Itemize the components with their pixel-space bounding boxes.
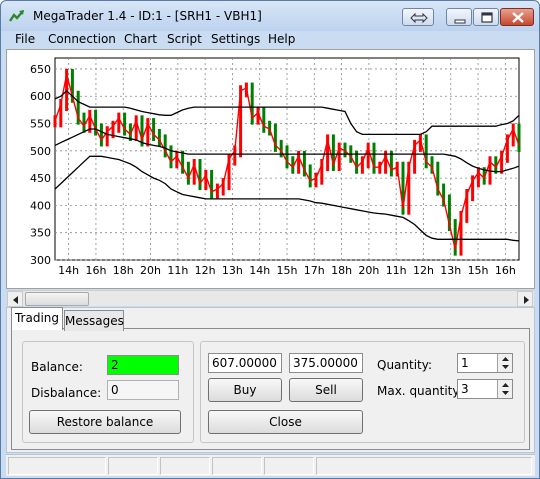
- restore-balance-button[interactable]: Restore balance: [29, 410, 181, 434]
- minimize-icon: [454, 19, 466, 24]
- menu-settings[interactable]: Settings: [211, 32, 261, 46]
- quantity-spin-arrows[interactable]: [497, 354, 512, 372]
- status-cell-3: [160, 457, 210, 475]
- buy-button[interactable]: Buy: [208, 378, 282, 402]
- x-tick-label: 20h: [358, 264, 379, 277]
- double-arrow-icon: [410, 12, 428, 24]
- y-tick-label: 400: [30, 199, 51, 212]
- x-tick-label: 18h: [113, 264, 134, 277]
- status-cell-2: [108, 457, 158, 475]
- y-tick-label: 450: [30, 172, 51, 185]
- arrow-left-icon: [13, 296, 18, 304]
- x-tick-label: 11h: [167, 264, 188, 277]
- y-tick-label: 600: [30, 90, 51, 103]
- quantity-value: 1: [461, 356, 469, 370]
- menu-help[interactable]: Help: [268, 32, 296, 46]
- price-chart[interactable]: 300 350 400 450 500 550 600 650 14h 16h 18h 20h 11h 1…: [6, 49, 535, 289]
- x-tick-label: 20h: [140, 264, 161, 277]
- quantity-stepper[interactable]: 1: [457, 353, 513, 373]
- minimize-button[interactable]: [446, 8, 472, 26]
- menu-file[interactable]: File: [15, 32, 36, 46]
- spin-arrows-icon: [502, 383, 509, 395]
- scroll-right-button[interactable]: [517, 291, 533, 307]
- x-tick-label: 16h: [85, 264, 106, 277]
- menu-connection[interactable]: Connection: [48, 32, 116, 46]
- tab-trading[interactable]: Trading: [11, 307, 63, 330]
- x-tick-label: 12h: [195, 264, 216, 277]
- restore-layout-button[interactable]: [402, 8, 434, 26]
- disbalance-field: 0: [107, 380, 179, 400]
- status-bar: [6, 454, 535, 476]
- max-quantity-value: 3: [461, 382, 469, 396]
- y-tick-label: 350: [30, 227, 51, 240]
- x-tick-label: 16h: [495, 264, 516, 277]
- buy-price-input[interactable]: 607.00000: [208, 353, 282, 373]
- x-tick-label: 11h: [386, 264, 407, 277]
- app-logo-icon: [9, 10, 24, 22]
- arrow-right-icon: [524, 296, 529, 304]
- max-quantity-spin-arrows[interactable]: [497, 380, 512, 398]
- quantity-label: Quantity:: [377, 358, 433, 372]
- close-position-button[interactable]: Close: [208, 410, 363, 434]
- balance-label: Balance:: [31, 360, 83, 374]
- maximize-icon: [481, 12, 493, 23]
- price-line: [54, 74, 520, 250]
- status-cell-5: [264, 457, 314, 475]
- scroll-left-button[interactable]: [7, 291, 23, 307]
- spin-arrows-icon: [502, 357, 509, 369]
- x-tick-label: 15h: [468, 264, 489, 277]
- max-quantity-label: Max. quantity:: [377, 384, 463, 398]
- x-tick-label: 13h: [222, 264, 243, 277]
- envelope-line: [54, 89, 520, 136]
- window-title: MegaTrader 1.4 - ID:1 - [SRH1 - VBH1]: [33, 9, 262, 23]
- balance-field: 2: [107, 355, 179, 375]
- y-tick-label: 650: [30, 63, 51, 76]
- tab-messages[interactable]: Messages: [64, 310, 124, 331]
- sell-price-input[interactable]: 375.00000: [289, 353, 363, 373]
- x-tick-label: 17h: [304, 264, 325, 277]
- trading-tab-page: Balance: 2 Disbalance: 0 Restore balance…: [11, 328, 530, 450]
- close-window-button[interactable]: [500, 8, 534, 26]
- scroll-thumb[interactable]: [25, 292, 89, 306]
- maximize-button[interactable]: [473, 8, 499, 26]
- menu-bar: File Connection Chart Script Settings He…: [6, 31, 535, 48]
- status-cell-6: [316, 457, 532, 475]
- menu-script[interactable]: Script: [167, 32, 202, 46]
- menu-chart[interactable]: Chart: [124, 32, 157, 46]
- x-tick-label: 15h: [277, 264, 298, 277]
- x-tick-label: 18h: [331, 264, 352, 277]
- envelope-line: [54, 155, 520, 242]
- x-tick-label: 14h: [249, 264, 270, 277]
- envelope-line: [54, 128, 520, 173]
- y-tick-label: 550: [30, 118, 51, 131]
- order-group: 607.00000 375.00000 Buy Sell Close Quant…: [200, 341, 525, 443]
- price-chart-canvas: 300 350 400 450 500 550 600 650 14h 16h 18h 20h 11h 1…: [30, 57, 521, 277]
- bottom-panel: Balance: 2 Disbalance: 0 Restore balance…: [6, 307, 535, 453]
- x-tick-label: 12h: [413, 264, 434, 277]
- status-cell-1: [8, 457, 106, 475]
- x-tick-label: 13h: [440, 264, 461, 277]
- title-bar: MegaTrader 1.4 - ID:1 - [SRH1 - VBH1]: [1, 1, 539, 31]
- disbalance-label: Disbalance:: [31, 386, 102, 400]
- status-cell-4: [212, 457, 262, 475]
- sell-button[interactable]: Sell: [289, 378, 363, 402]
- y-tick-label: 300: [30, 254, 51, 267]
- balance-group: Balance: 2 Disbalance: 0 Restore balance: [22, 341, 194, 443]
- max-quantity-stepper[interactable]: 3: [457, 379, 513, 399]
- x-tick-label: 14h: [58, 264, 79, 277]
- y-tick-label: 500: [30, 145, 51, 158]
- close-icon: [512, 12, 524, 23]
- chart-scrollbar[interactable]: [7, 290, 534, 307]
